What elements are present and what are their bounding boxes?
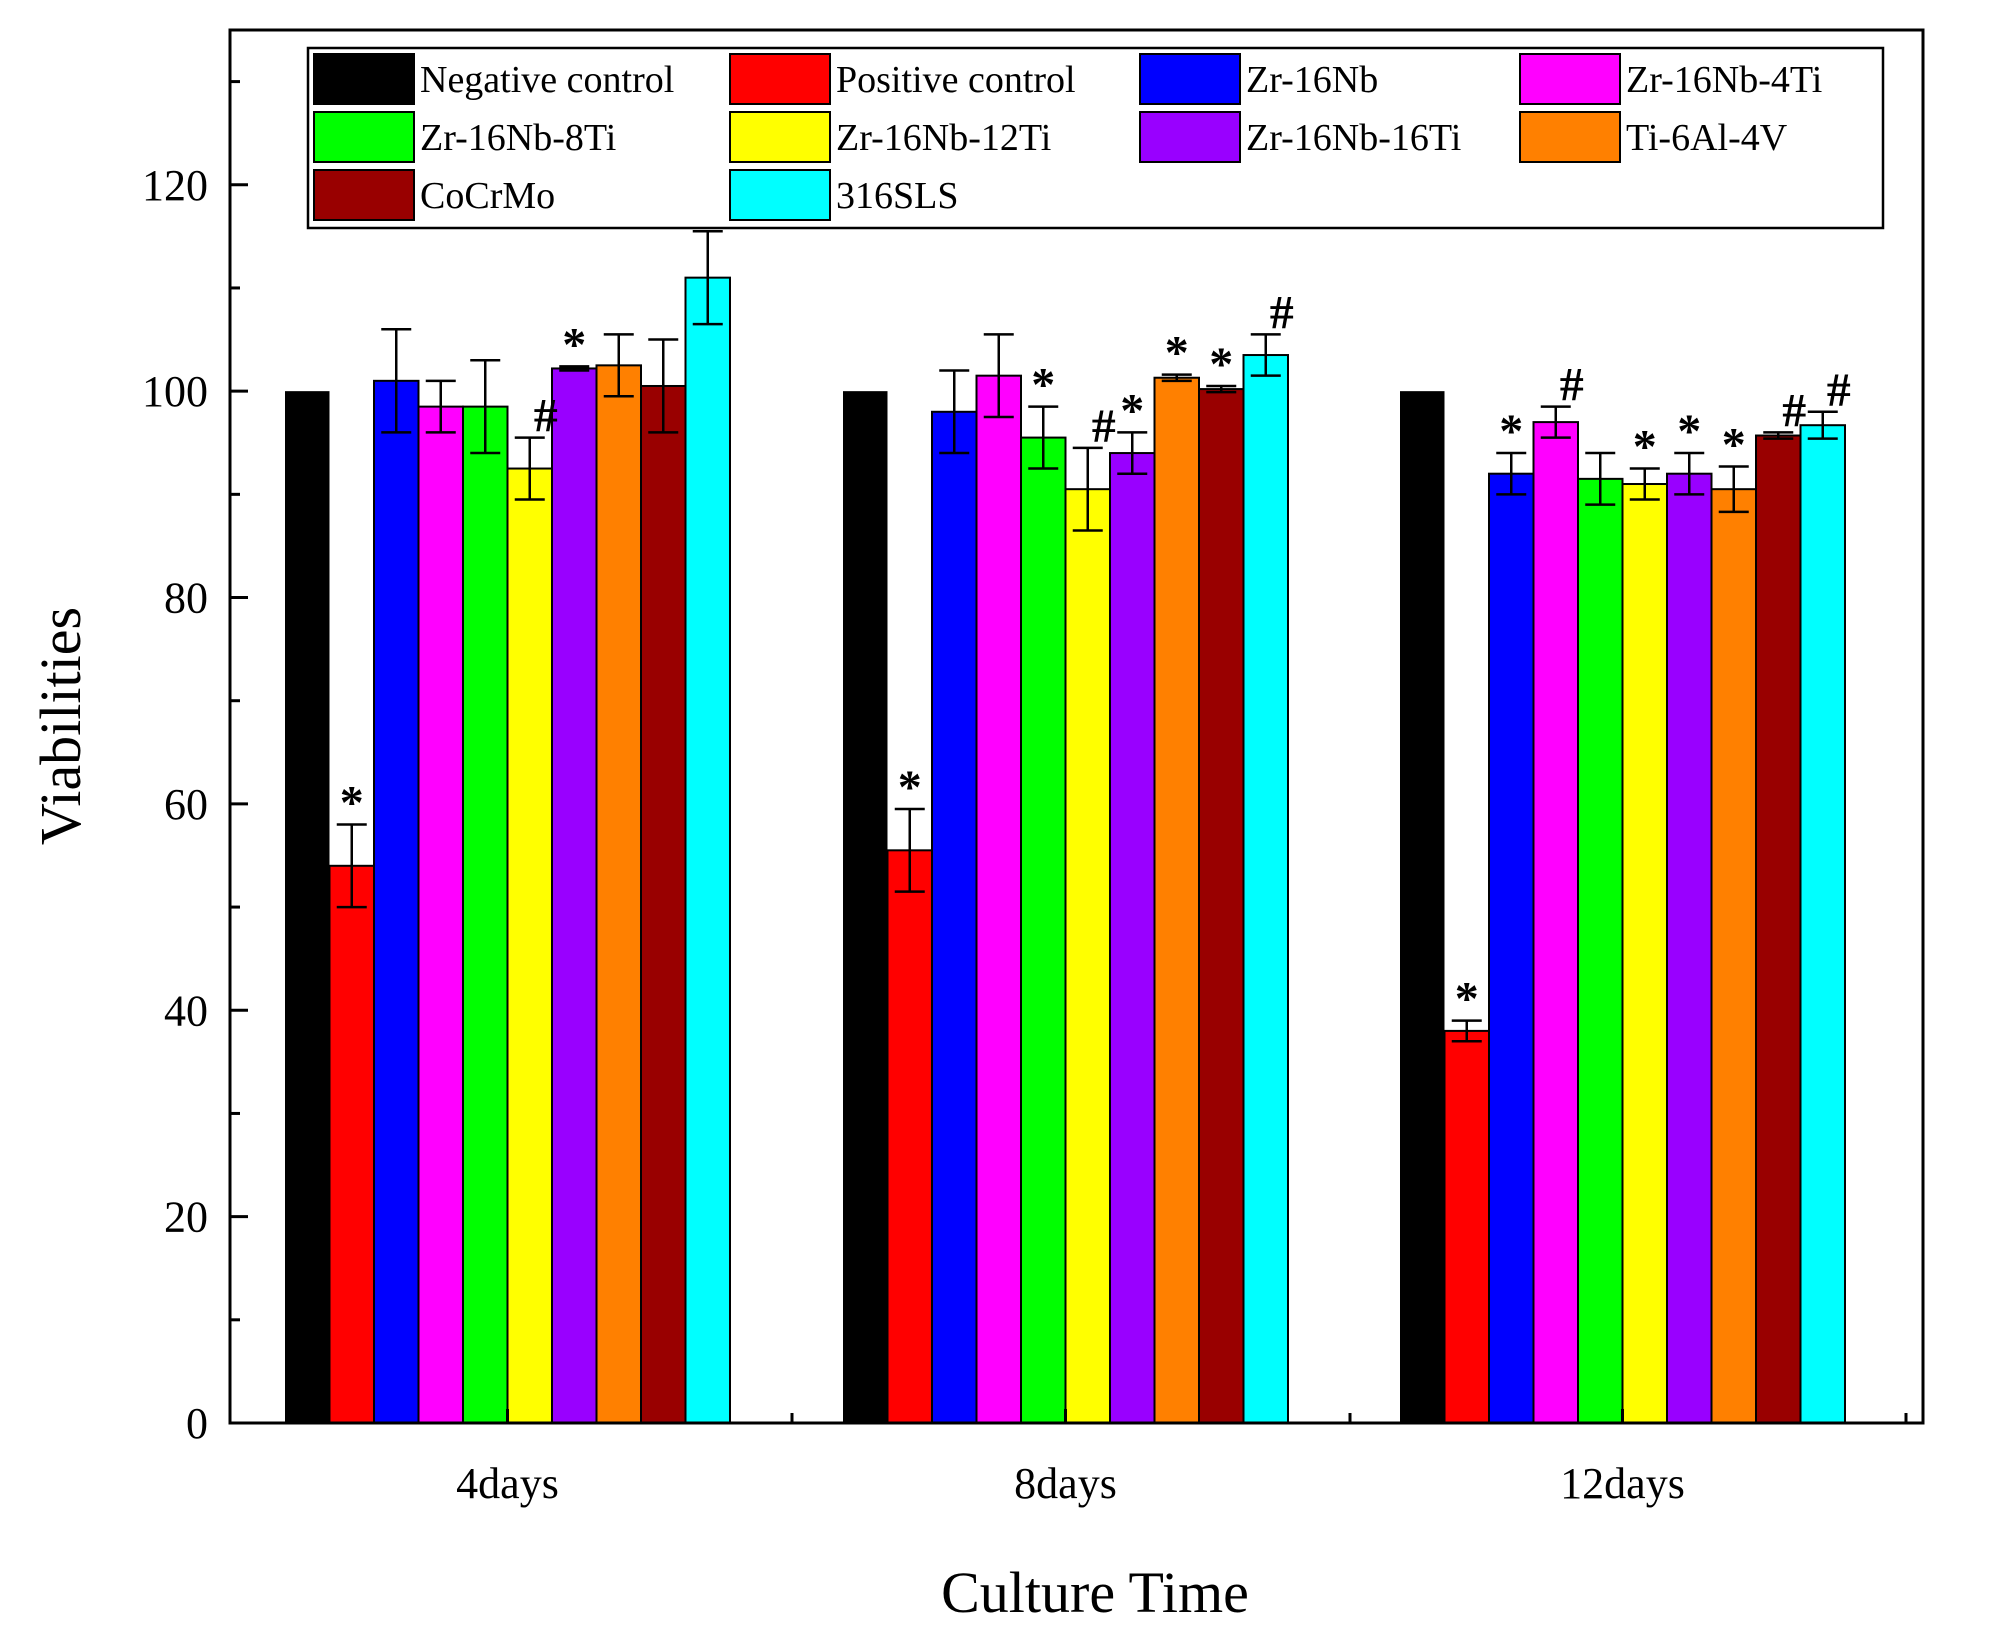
significance-marker: # [1827,364,1851,417]
significance-marker: # [1782,384,1806,437]
bar-zr-16nb-8days [931,410,978,1425]
bar-cocrmo-12days [1755,434,1802,1425]
legend-label: Zr-16Nb-16Ti [1246,117,1461,159]
plot-frame [228,28,1925,1425]
legend-swatch [729,169,831,221]
bar-cocrmo-4days [640,384,687,1424]
legend: Negative control Positive control Zr-16Nb Z… [306,46,1885,230]
significance-marker: * [1455,973,1479,1026]
x-tick-label: 8days [1014,1459,1117,1508]
bar-zr-16nb-16ti-12days [1666,472,1713,1424]
significance-marker: * [898,761,922,814]
legend-label: CoCrMo [420,175,555,217]
bar-zr-16nb-4days [373,379,420,1425]
significance-marker: * [1677,405,1701,458]
y-tick-label: 20 [164,1193,208,1242]
bar-316sls-8days [1242,354,1289,1424]
bar-positive-control-12days [1443,1029,1490,1424]
bar-zr-16nb-4ti-4days [417,405,464,1424]
bar-zr-16nb-16ti-4days [551,367,598,1425]
bar-zr-16nb-12days [1488,472,1535,1424]
bar-ti-6al-4v-4days [595,364,642,1425]
legend-label: Ti-6Al-4V [1626,117,1788,159]
bar-positive-control-4days [328,864,375,1424]
bar-316sls-4days [684,276,731,1425]
legend-label: Negative control [420,59,674,101]
bar-ti-6al-4v-12days [1710,488,1757,1424]
legend-label: Zr-16Nb-4Ti [1626,59,1822,101]
significance-marker: # [534,390,558,443]
bar-zr-16nb-4ti-12days [1532,421,1579,1424]
y-tick-label: 100 [142,367,208,416]
x-axis-title: Culture Time [941,1560,1249,1625]
y-tick-label: 60 [164,780,208,829]
bar-zr-16nb-12ti-4days [506,467,553,1424]
bar-316sls-12days [1799,424,1846,1424]
significance-markers: *#*#**#***#**#***## [340,183,1851,1025]
bar-cocrmo-8days [1198,388,1245,1424]
bar-negative-control-4days [285,391,330,1423]
legend-swatch [1139,111,1241,163]
y-tick-label: 120 [142,161,208,210]
y-tick-label: 80 [164,574,208,623]
significance-marker: * [340,777,364,830]
y-axis: 0 20 40 60 80 100 120 [142,80,248,1448]
bar-zr-16nb-16ti-8days [1109,452,1156,1424]
y-axis-title: Viabilities [28,607,93,845]
significance-marker: * [1031,359,1055,412]
y-tick-label: 0 [186,1399,208,1448]
significance-marker: # [1092,400,1116,453]
significance-marker: * [1120,384,1144,437]
bar-zr-16nb-8ti-12days [1577,477,1624,1425]
y-tick-label: 40 [164,986,208,1035]
significance-marker: * [1209,338,1233,391]
bar-negative-control-8days [843,391,888,1423]
significance-marker: * [1633,421,1657,474]
significance-marker: # [1270,286,1294,339]
plot-bars [285,276,1846,1425]
x-tick-label: 4days [456,1459,559,1508]
bar-negative-control-12days [1400,391,1445,1423]
legend-label: Zr-16Nb-8Ti [420,117,616,159]
bar-zr-16nb-8ti-4days [462,405,509,1424]
significance-marker: * [1499,405,1523,458]
significance-marker: * [562,318,586,371]
significance-marker: * [1165,327,1189,380]
significance-marker: * [1722,418,1746,471]
legend-swatch [1519,111,1621,163]
bar-zr-16nb-12ti-8days [1064,488,1111,1424]
legend-swatch [1139,53,1241,105]
legend-swatch [729,111,831,163]
bar-zr-16nb-12ti-12days [1621,483,1668,1424]
legend-label: Zr-16Nb [1246,59,1378,101]
legend-swatch [313,169,415,221]
legend-swatch [313,111,415,163]
legend-label: 316SLS [836,175,958,217]
significance-marker: # [1560,359,1584,412]
legend-label: Positive control [836,59,1076,101]
legend-label: Zr-16Nb-12Ti [836,117,1051,159]
bar-zr-16nb-8ti-8days [1020,436,1067,1424]
bar-ti-6al-4v-8days [1153,376,1200,1424]
legend-swatch [729,53,831,105]
bar-zr-16nb-4ti-8days [975,374,1022,1424]
legend-swatch [1519,53,1621,105]
error-bars [336,229,1838,1043]
x-tick-label: 12days [1560,1459,1685,1508]
legend-swatch [313,53,415,105]
x-axis: 4days 8days 12days [456,1409,1908,1508]
bar-positive-control-8days [886,849,933,1424]
